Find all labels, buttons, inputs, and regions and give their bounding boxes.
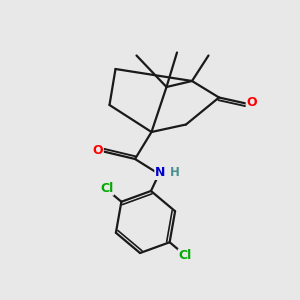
Text: O: O	[92, 143, 103, 157]
Text: Cl: Cl	[100, 182, 113, 195]
Text: Cl: Cl	[179, 249, 192, 262]
Text: H: H	[170, 166, 179, 179]
Text: N: N	[155, 166, 166, 179]
Text: O: O	[247, 95, 257, 109]
